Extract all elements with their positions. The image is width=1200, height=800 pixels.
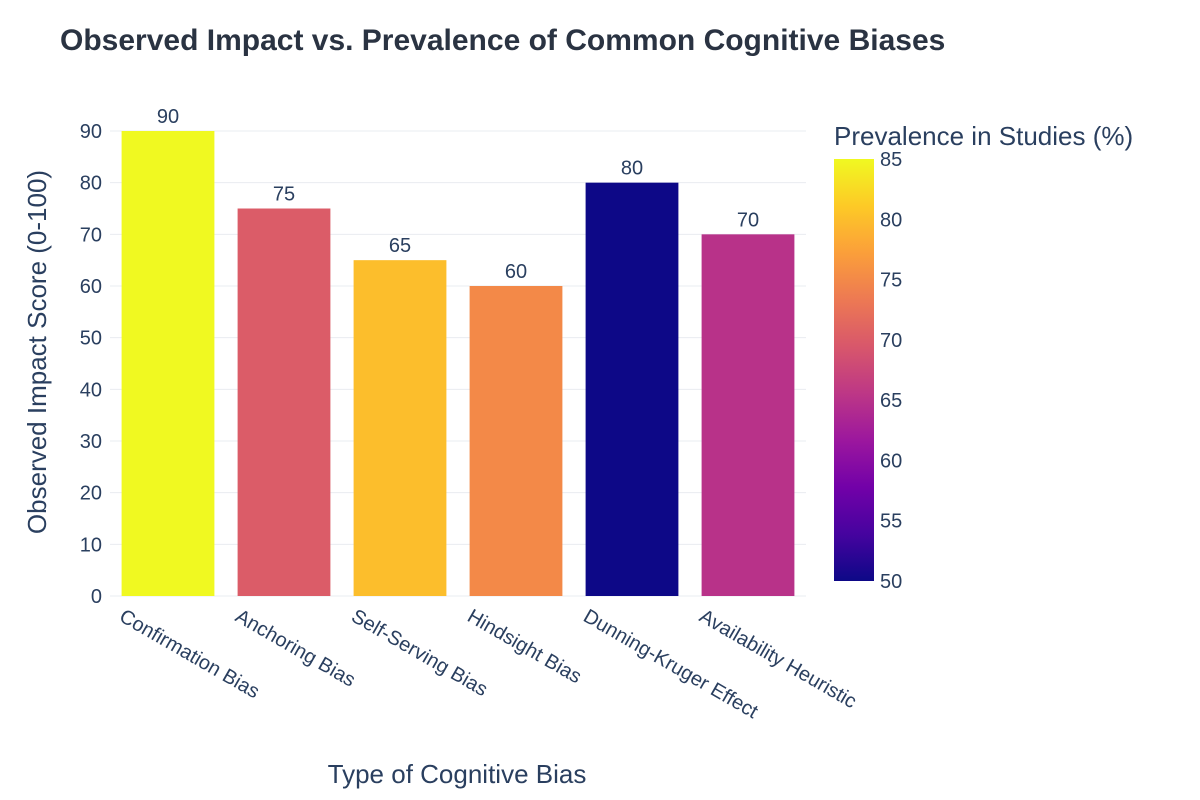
colorbar-tick-label: 70 (880, 330, 902, 352)
y-tick-label: 40 (80, 379, 102, 401)
bar[interactable] (469, 286, 563, 596)
y-axis-title: Observed Impact Score (0-100) (22, 170, 52, 534)
colorbar-ticks: 50 55 60 65 70 75 80 85 (880, 149, 902, 593)
colorbar-title: Prevalence in Studies (%) (834, 121, 1133, 151)
bar-value-label: 60 (505, 261, 527, 283)
colorbar-tick-label: 65 (880, 390, 902, 412)
y-tick-label: 70 (80, 224, 102, 246)
colorbar-tick-label: 80 (880, 209, 902, 231)
y-tick-label: 80 (80, 173, 102, 195)
colorbar-gradient (834, 159, 874, 581)
value-labels: 90 75 65 60 80 70 (157, 106, 759, 283)
bar-value-label: 65 (389, 235, 411, 257)
colorbar: Prevalence in Studies (%) 50 55 60 65 70 75 80… (834, 121, 1133, 593)
chart-title: Observed Impact vs. Prevalence of Common… (60, 24, 946, 57)
bar-value-label: 90 (157, 106, 179, 128)
x-axis-title: Type of Cognitive Bias (328, 759, 587, 789)
y-tick-label: 90 (80, 121, 102, 143)
y-tick-label: 50 (80, 328, 102, 350)
bar-value-label: 75 (273, 184, 295, 206)
y-tick-label: 30 (80, 431, 102, 453)
colorbar-tick-label: 85 (880, 149, 902, 171)
gridlines (110, 130, 806, 597)
bar-value-label: 70 (737, 209, 759, 231)
bar[interactable] (585, 182, 679, 596)
y-tick-label: 20 (80, 483, 102, 505)
colorbar-tick-label: 75 (880, 270, 902, 292)
bar[interactable] (701, 234, 795, 597)
bars (121, 131, 795, 597)
y-tick-label: 0 (91, 586, 102, 608)
y-tick-label: 60 (80, 276, 102, 298)
colorbar-tick-label: 55 (880, 511, 902, 533)
colorbar-tick-label: 60 (880, 450, 902, 472)
colorbar-tick-label: 50 (880, 571, 902, 593)
bar[interactable] (121, 131, 215, 596)
bar[interactable] (237, 208, 331, 597)
y-tick-label: 10 (80, 534, 102, 556)
y-axis-ticks: 0 10 20 30 40 50 60 70 80 90 (80, 121, 102, 608)
bar-value-label: 80 (621, 158, 643, 180)
bar[interactable] (353, 260, 447, 596)
